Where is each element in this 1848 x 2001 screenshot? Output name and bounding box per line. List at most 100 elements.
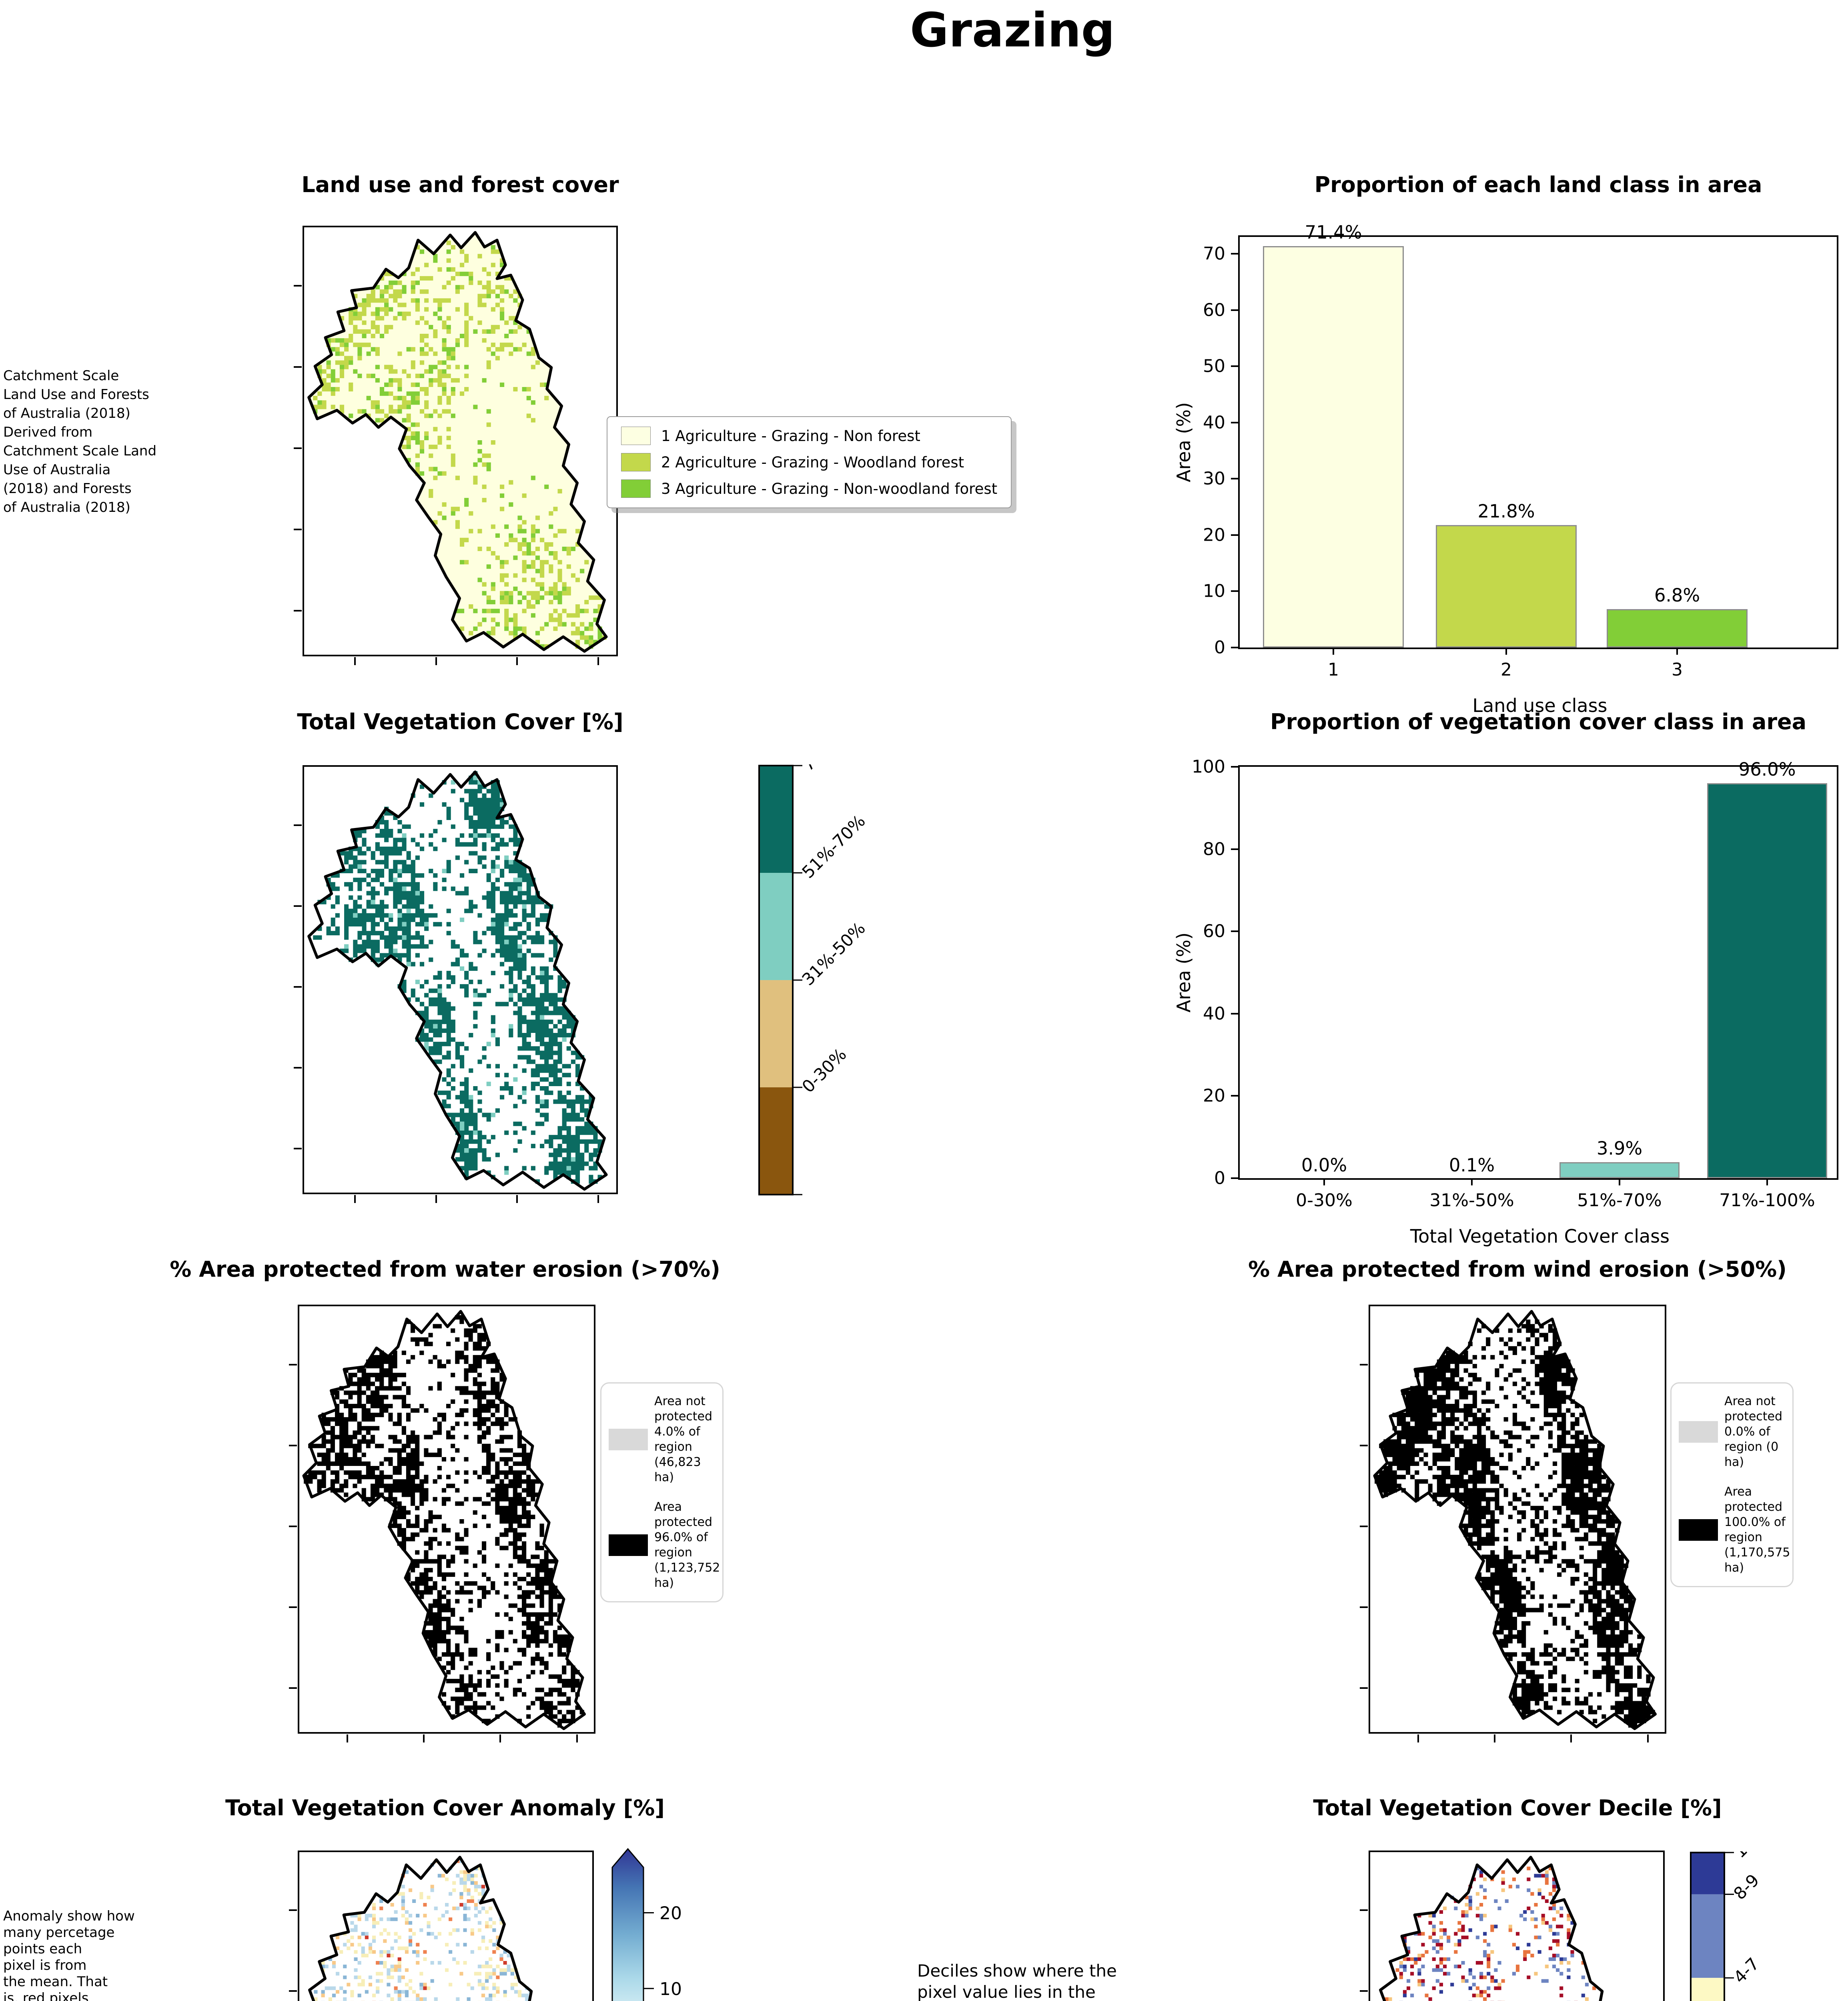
anomaly-colorbar: 20100−10−20 — [611, 1847, 712, 2001]
legend-row: Area protected 100.0% of region (1,170,5… — [1679, 1484, 1790, 1576]
y-tick-label: 100 — [1192, 756, 1225, 777]
y-tick — [1231, 253, 1240, 255]
map-tick-left — [294, 610, 302, 612]
x-axis-label: Land use class — [1472, 695, 1607, 716]
x-tick-label: 1 — [1328, 660, 1339, 680]
svg-text:20: 20 — [659, 1903, 682, 1924]
y-tick-label: 20 — [1203, 1085, 1225, 1106]
y-tick — [1231, 1177, 1240, 1179]
water-erosion-title: % Area protected from water erosion (>70… — [170, 1257, 720, 1282]
bar-71%-100% — [1707, 783, 1827, 1178]
bar-value-label: 0.0% — [1301, 1155, 1347, 1176]
legend-label: Area not protected 4.0% of region (46,82… — [654, 1394, 713, 1484]
y-tick — [1231, 478, 1240, 480]
map-tick-left — [289, 1687, 297, 1689]
map-tick-bottom — [1417, 1734, 1419, 1742]
map-tick-bottom — [499, 1734, 501, 1742]
map-tick-bottom — [346, 1734, 348, 1742]
map-tick-bottom — [597, 657, 599, 665]
y-tick — [1231, 647, 1240, 648]
x-tick-label: 3 — [1672, 660, 1683, 680]
y-tick — [1231, 309, 1240, 311]
y-tick-label: 30 — [1203, 468, 1225, 489]
map-tick-bottom — [435, 657, 437, 665]
svg-text:31%-50%: 31%-50% — [798, 918, 869, 989]
bar-3 — [1607, 609, 1748, 648]
x-tick-label: 71%-100% — [1719, 1190, 1815, 1211]
legend-row: Area not protected 4.0% of region (46,82… — [609, 1394, 715, 1485]
bar-value-label: 21.8% — [1477, 500, 1535, 522]
y-tick-label: 70 — [1203, 243, 1225, 264]
veg-class-bar-chart: 0 20 40 60 80 100 0.0% 0-30% 0.1% 31%-50% 3.9% 51%-… — [1192, 757, 1838, 1247]
land-class-chart-title: Proportion of each land class in area — [1314, 172, 1762, 197]
y-tick-label: 0 — [1214, 637, 1225, 658]
svg-text:0-30%: 0-30% — [798, 1045, 850, 1097]
map-tick-bottom — [516, 657, 518, 665]
bar-2 — [1436, 525, 1577, 648]
map-tick-bottom — [354, 1195, 356, 1203]
legend-swatch — [621, 427, 651, 445]
map-water-erosion — [289, 1305, 595, 1742]
x-tick — [1619, 1178, 1620, 1185]
veg-cover-colorbar: 71%-100% 51%-70% 31%-50% 0-30% — [758, 696, 924, 1263]
map-tick-left — [294, 285, 302, 287]
map-tick-left — [1360, 1363, 1368, 1365]
legend-row: 3 Agriculture - Grazing - Non-woodland f… — [621, 479, 997, 498]
x-axis-label: Total Vegetation Cover class — [1410, 1225, 1670, 1247]
y-tick — [1231, 421, 1240, 423]
water-erosion-legend: Area not protected 4.0% of region (46,82… — [600, 1382, 724, 1602]
map-tick-left — [289, 1909, 297, 1911]
y-tick-label: 50 — [1203, 356, 1225, 377]
legend-swatch — [621, 479, 651, 498]
svg-text:51%-70%: 51%-70% — [798, 811, 869, 882]
svg-text:71%-100%: 71%-100% — [798, 764, 876, 775]
land-use-map-title: Land use and forest cover — [301, 172, 619, 197]
legend-label: 1 Agriculture - Grazing - Non forest — [661, 427, 920, 445]
map-tick-bottom — [1647, 1734, 1649, 1742]
legend-swatch — [609, 1429, 648, 1450]
land-class-bar-chart: 0 10 20 30 40 50 60 70 71.4% 1 21.8% 2 6.8% 3 Land use… — [1203, 222, 1838, 716]
map-tick-bottom — [435, 1195, 437, 1203]
wind-erosion-legend: Area not protected 0.0% of region (0 ha)… — [1670, 1382, 1794, 1587]
legend-label: 3 Agriculture - Grazing - Non-woodland f… — [661, 480, 998, 497]
y-tick — [1231, 534, 1240, 536]
legend-swatch — [609, 1534, 648, 1556]
map-tick-bottom — [1570, 1734, 1572, 1742]
bar-1 — [1263, 246, 1404, 648]
y-tick-label: 60 — [1203, 921, 1225, 942]
map-tick-left — [294, 528, 302, 530]
map-tick-left — [294, 1067, 302, 1069]
legend-swatch — [1679, 1421, 1718, 1443]
wind-erosion-title: % Area protected from wind erosion (>50%… — [1248, 1257, 1787, 1282]
anomaly-note: Anomaly show how many percetage points e… — [3, 1908, 135, 2001]
legend-swatch — [621, 453, 651, 471]
legend-label: Area protected 100.0% of region (1,170,5… — [1724, 1485, 1790, 1575]
bar-value-label: 0.1% — [1449, 1155, 1495, 1176]
y-tick — [1231, 365, 1240, 367]
x-tick-label: 31%-50% — [1429, 1190, 1514, 1211]
y-tick-label: 10 — [1203, 581, 1225, 602]
x-tick — [1323, 1178, 1325, 1185]
map-tick-bottom — [516, 1195, 518, 1203]
y-tick — [1231, 848, 1240, 850]
svg-text:10: 10 — [1730, 1851, 1758, 1862]
map-tick-left — [1360, 1687, 1368, 1689]
x-tick — [1676, 648, 1678, 655]
x-tick-label: 2 — [1501, 660, 1512, 680]
legend-row: Area protected 96.0% of region (1,123,75… — [609, 1500, 720, 1591]
land-use-source-note: Catchment Scale Land Use and Forests of … — [3, 368, 157, 515]
map-tick-left — [1360, 1444, 1368, 1446]
decile-note: Deciles show where the pixel value lies … — [917, 1961, 1117, 2001]
svg-text:4-7: 4-7 — [1730, 1954, 1763, 1987]
map-tick-left — [1360, 1606, 1368, 1608]
x-tick — [1505, 648, 1507, 655]
svg-text:10: 10 — [659, 1979, 682, 1999]
bar-51%-70% — [1559, 1162, 1680, 1178]
legend-label: Area protected 96.0% of region (1,123,75… — [654, 1500, 720, 1590]
x-tick — [1766, 1178, 1768, 1185]
x-tick — [1333, 648, 1334, 655]
y-tick-label: 80 — [1203, 839, 1225, 860]
decile-colorbar: 108-94-72-31 — [1690, 1833, 1848, 2001]
map-tick-left — [294, 824, 302, 826]
y-tick-label: 20 — [1203, 525, 1225, 545]
